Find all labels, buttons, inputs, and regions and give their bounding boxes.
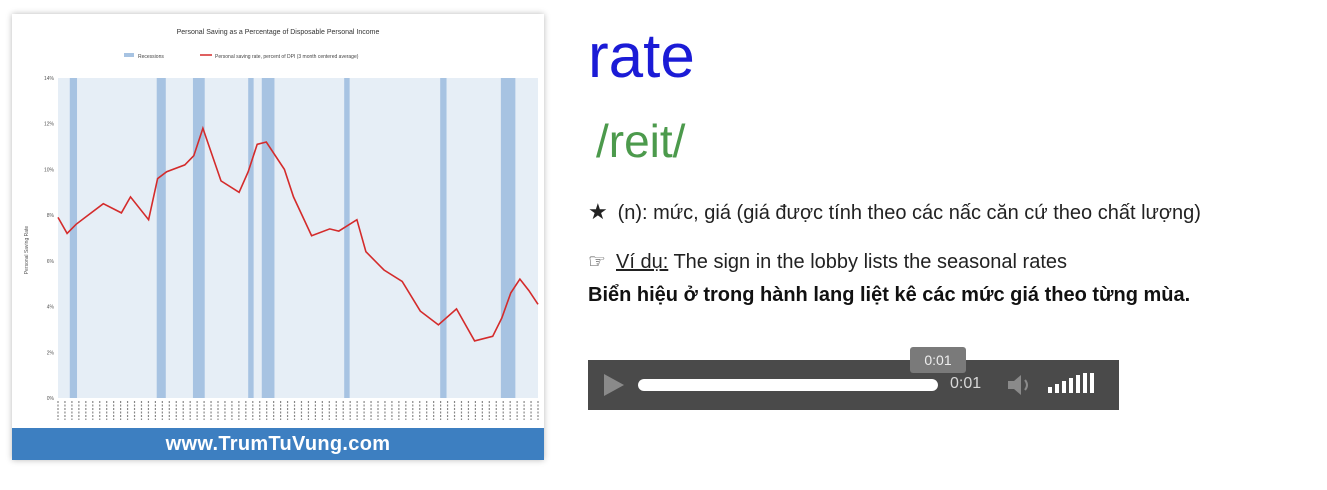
volume-bar [1055, 384, 1059, 393]
speaker-icon[interactable] [1006, 373, 1036, 397]
play-icon[interactable] [598, 371, 626, 399]
recession-band-7 [500, 78, 516, 398]
y-tick-4: 6% [47, 259, 55, 265]
current-time: 0:01 [950, 375, 982, 392]
y-tick-3: 8% [47, 213, 55, 219]
volume-bar [1069, 378, 1073, 393]
phonetic-transcription: /reit/ [596, 115, 686, 167]
y-tick-2: 10% [44, 167, 55, 173]
chart-title: Personal Saving as a Percentage of Dispo… [177, 29, 380, 36]
example-translation: Biển hiệu ở trong hành lang liệt kê các … [588, 284, 1191, 306]
volume-bar [1048, 387, 1052, 393]
y-tick-1: 12% [44, 122, 55, 128]
vocab-word: rate [588, 22, 695, 91]
volume-bar [1090, 373, 1094, 393]
recession-bands [69, 78, 516, 398]
star-icon: ★ [588, 199, 608, 224]
time-tooltip: 0:01 [910, 347, 966, 373]
volume-bar [1076, 375, 1080, 393]
watermark-banner: www.TrumTuVung.com [12, 428, 544, 460]
recession-band-4 [261, 78, 275, 398]
x-axis-ticks [57, 401, 539, 420]
y-tick-6: 2% [47, 350, 55, 356]
recession-band-1 [156, 78, 166, 398]
volume-slider[interactable] [1044, 373, 1108, 397]
plot-area [58, 78, 538, 398]
definition-text: (n): mức, giá (giá được tính theo các nấ… [617, 202, 1201, 224]
volume-bar [1062, 381, 1066, 393]
progress-fill [638, 379, 938, 391]
recession-band-2 [192, 78, 205, 398]
example-sentence: The sign in the lobby lists the seasonal… [668, 251, 1068, 273]
saving-rate-chart: Personal Saving as a Percentage of Dispo… [24, 29, 539, 420]
example-line: ☞ Ví dụ: The sign in the lobby lists the … [588, 249, 1067, 274]
saving-rate-line [57, 125, 539, 342]
audio-player: 0:01 0:01 [588, 347, 1119, 410]
recession-band-5 [344, 78, 350, 398]
legend-saving-rate: Personal saving rate, percent of DPI (3 … [215, 54, 359, 60]
progress-bar[interactable] [638, 379, 938, 391]
recession-band-6 [440, 78, 447, 398]
example-label: Ví dụ: [616, 251, 669, 273]
recession-band-3 [248, 78, 254, 398]
y-axis-ticks: 14% 12% 10% 8% 6% 4% 2% 0% [44, 76, 55, 402]
definition-line: ★ (n): mức, giá (giá được tính theo các … [588, 199, 1201, 225]
y-tick-0: 14% [44, 76, 55, 82]
chart-legend: Recessions Personal saving rate, percent… [124, 53, 359, 60]
chart-image-card: Personal Saving as a Percentage of Dispo… [12, 14, 544, 460]
y-tick-5: 4% [47, 305, 55, 311]
y-axis-label: Personal Saving Rate [24, 226, 30, 275]
recession-band-0 [69, 78, 78, 398]
y-tick-7: 0% [47, 396, 55, 402]
volume-bar [1083, 373, 1087, 393]
pointing-hand-icon: ☞ [588, 251, 606, 273]
legend-recession-swatch [124, 53, 134, 57]
legend-recessions: Recessions [138, 54, 164, 60]
